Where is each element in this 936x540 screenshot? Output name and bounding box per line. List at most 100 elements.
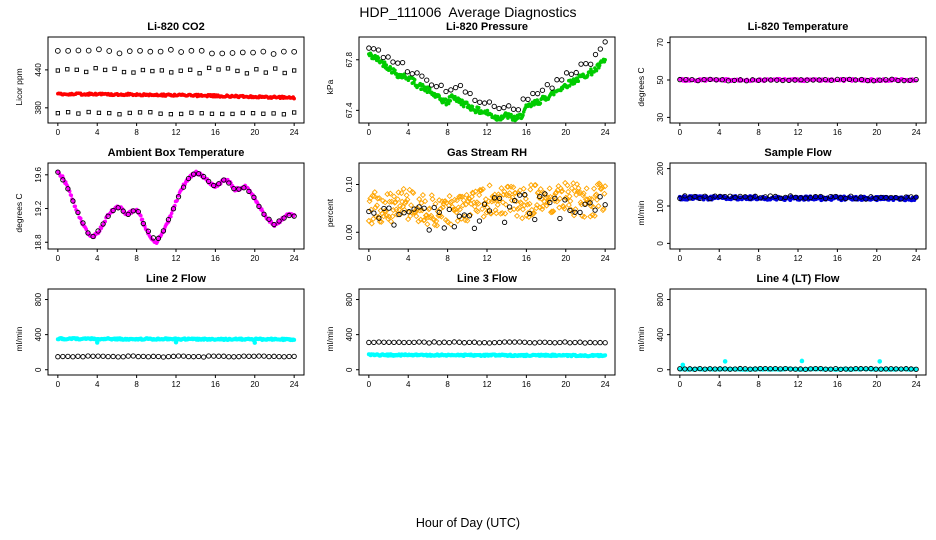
x-tick-label: 4 xyxy=(717,128,722,137)
y-tick-label: 200 xyxy=(656,161,665,175)
y-tick-label: 19.6 xyxy=(34,166,43,182)
x-tick-label: 24 xyxy=(912,380,921,389)
panel-title: Li-820 Temperature xyxy=(747,21,849,33)
x-tick-label: 4 xyxy=(95,254,100,263)
x-tick-label: 20 xyxy=(872,128,881,137)
y-tick-label: 18.8 xyxy=(34,234,43,250)
panel-title: Li-820 Pressure xyxy=(446,21,528,33)
x-tick-label: 8 xyxy=(756,128,761,137)
x-tick-label: 16 xyxy=(522,380,531,389)
x-tick-label: 8 xyxy=(756,380,761,389)
x-tick-label: 4 xyxy=(717,380,722,389)
plot-box xyxy=(47,288,305,376)
x-tick-label: 16 xyxy=(833,380,842,389)
series-line2-dips xyxy=(95,340,257,345)
x-tick-label: 8 xyxy=(445,254,450,263)
x-tick-label: 24 xyxy=(290,128,299,137)
x-tick-label: 24 xyxy=(290,380,299,389)
panel-ambient-box-temperature: Ambient Box Temperature degrees C 0 4 8 12 1… xyxy=(12,146,312,270)
x-tick-label: 20 xyxy=(250,380,259,389)
figure-title: HDP_111006 Average Diagnostics xyxy=(359,4,577,20)
panel-li820-pressure: Li-820 Pressure kPa 0 4 8 12 16 20 24 67.4 67.8 xyxy=(323,20,623,144)
x-tick-label: 0 xyxy=(367,254,372,263)
x-tick-label: 8 xyxy=(134,128,139,137)
series-co2-mean-red xyxy=(56,91,296,101)
y-tick-label: 19.2 xyxy=(34,200,43,216)
y-tick-label: 67.8 xyxy=(345,51,354,67)
y-tick-label: 100 xyxy=(656,199,665,213)
x-tick-label: 8 xyxy=(445,128,450,137)
series-temp-black-circles xyxy=(677,76,919,84)
series-pressure-green xyxy=(367,51,607,123)
x-tick-label: 4 xyxy=(406,380,411,389)
y-tick-label: 0.00 xyxy=(345,224,354,240)
series-rh-orange xyxy=(365,179,609,229)
x-tick-label: 0 xyxy=(56,128,61,137)
series-pressure-black-circles xyxy=(366,39,608,113)
x-tick-label: 0 xyxy=(678,254,683,263)
x-tick-label: 12 xyxy=(172,128,181,137)
x-tick-label: 20 xyxy=(561,128,570,137)
series-co2-min-squares xyxy=(55,109,297,117)
y-tick-label: 50 xyxy=(656,75,665,84)
plot-area-line2-flow: 0 4 8 12 16 20 24 0 400 800 xyxy=(34,288,305,389)
plot-area-li820-temperature: 0 4 8 12 16 20 24 30 50 70 xyxy=(656,36,927,137)
x-tick-label: 16 xyxy=(211,128,220,137)
x-tick-label: 0 xyxy=(56,380,61,389)
x-tick-label: 4 xyxy=(95,128,100,137)
y-tick-label: 400 xyxy=(656,327,665,341)
series-line2-cyan xyxy=(55,336,297,343)
plot-area-ambient-box-temperature: 0 4 8 12 16 20 24 18.8 19.2 19.6 xyxy=(34,162,305,263)
plot-area-line3-flow: 0 4 8 12 16 20 24 0 400 800 xyxy=(345,288,616,389)
x-tick-label: 24 xyxy=(601,128,610,137)
panel-title: Li-820 CO2 xyxy=(147,21,205,33)
series-line4-black-circles xyxy=(677,365,919,372)
x-tick-label: 0 xyxy=(678,380,683,389)
x-tick-label: 12 xyxy=(794,128,803,137)
x-tick-label: 12 xyxy=(483,128,492,137)
plot-area-li820-co2: 0 4 8 12 16 20 24 380 440 xyxy=(34,36,305,137)
x-tick-label: 16 xyxy=(522,254,531,263)
panel-title: Line 4 (LT) Flow xyxy=(756,273,840,285)
y-tick-label: 800 xyxy=(345,292,354,306)
x-tick-label: 20 xyxy=(872,254,881,263)
x-tick-label: 24 xyxy=(912,128,921,137)
plot-box xyxy=(669,288,927,376)
x-tick-label: 20 xyxy=(250,254,259,263)
panel-line4-lt-flow: Line 4 (LT) Flow ml/min 0 4 8 12 16 20 24 0 400 8… xyxy=(634,272,934,396)
panel-li820-temperature: Li-820 Temperature degrees C 0 4 8 12 16 20 24… xyxy=(634,20,934,144)
y-tick-label: 67.4 xyxy=(345,102,354,118)
x-tick-label: 20 xyxy=(250,128,259,137)
plot-area-gas-stream-rh: 0 4 8 12 16 20 24 0.00 0.10 xyxy=(345,162,616,263)
x-tick-label: 16 xyxy=(833,254,842,263)
x-tick-label: 12 xyxy=(172,254,181,263)
y-tick-label: 440 xyxy=(34,63,43,77)
series-ambient-black-circles xyxy=(55,169,297,241)
series-line4-cyan-spikes xyxy=(680,358,883,368)
series-sample-flow-black-circles xyxy=(677,193,919,202)
series-rh-black-circles xyxy=(366,191,608,233)
x-tick-label: 0 xyxy=(367,380,372,389)
x-tick-label: 4 xyxy=(406,128,411,137)
panel-sample-flow: Sample Flow ml/min 0 4 8 12 16 20 24 0 100 200 xyxy=(634,146,934,270)
y-tick-label: 0.10 xyxy=(345,176,354,192)
x-tick-label: 20 xyxy=(561,254,570,263)
series-co2-max-circles xyxy=(54,46,298,57)
x-tick-label: 12 xyxy=(172,380,181,389)
x-axis-label: Hour of Day (UTC) xyxy=(415,516,521,530)
y-tick-label: 800 xyxy=(656,292,665,306)
x-tick-label: 8 xyxy=(445,380,450,389)
panel-title: Sample Flow xyxy=(764,147,832,159)
x-tick-label: 16 xyxy=(522,128,531,137)
x-tick-label: 8 xyxy=(134,380,139,389)
x-tick-label: 12 xyxy=(483,380,492,389)
x-tick-label: 16 xyxy=(211,380,220,389)
panel-line2-flow: Line 2 Flow ml/min 0 4 8 12 16 20 24 0 400 800 xyxy=(12,272,312,396)
x-tick-label: 0 xyxy=(678,128,683,137)
y-tick-label: 400 xyxy=(345,327,354,341)
y-tick-label: 380 xyxy=(34,101,43,115)
x-tick-label: 24 xyxy=(912,254,921,263)
x-tick-label: 24 xyxy=(290,254,299,263)
y-tick-label: 70 xyxy=(656,38,665,47)
